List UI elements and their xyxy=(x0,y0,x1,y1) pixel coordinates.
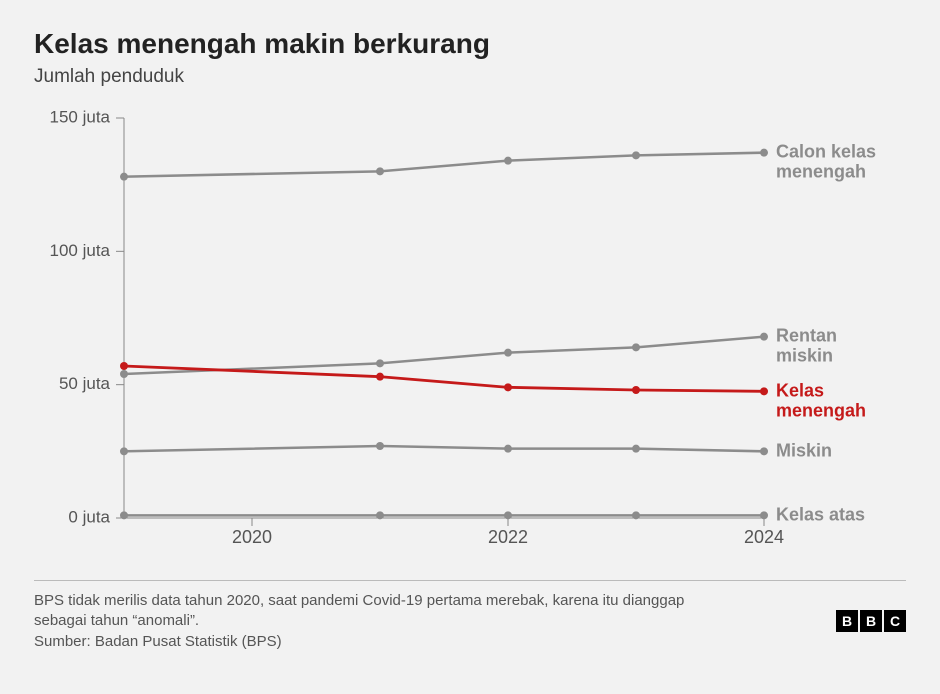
series-marker-kelas_menengah xyxy=(504,383,512,391)
x-tick-label: 2024 xyxy=(744,527,784,547)
series-line-calon xyxy=(124,153,764,177)
series-marker-miskin xyxy=(120,447,128,455)
series-marker-kelas_atas xyxy=(632,511,640,519)
series-marker-calon xyxy=(632,151,640,159)
series-marker-kelas_menengah xyxy=(632,386,640,394)
footnote-text: BPS tidak merilis data tahun 2020, saat … xyxy=(34,591,714,652)
y-tick-label: 50 juta xyxy=(59,374,111,393)
series-label-calon: Calon kelasmenengah xyxy=(776,141,876,181)
x-tick-label: 2020 xyxy=(232,527,272,547)
logo-letter-1: B xyxy=(860,610,882,632)
series-marker-calon xyxy=(376,167,384,175)
chart-svg: 0 juta 50 juta 100 juta 150 juta 2020 2022 202… xyxy=(34,98,906,568)
series-marker-kelas_menengah xyxy=(760,387,768,395)
chart-title: Kelas menengah makin berkurang xyxy=(34,28,906,60)
series-marker-miskin xyxy=(760,447,768,455)
chart-plot-area: 0 juta 50 juta 100 juta 150 juta 2020 2022 202… xyxy=(34,98,906,568)
series-marker-rentan xyxy=(632,343,640,351)
y-tick-label: 150 juta xyxy=(50,107,111,126)
series-label-kelas_menengah: Kelasmenengah xyxy=(776,380,866,420)
series-marker-rentan xyxy=(120,370,128,378)
series-marker-kelas_menengah xyxy=(376,373,384,381)
bbc-logo: B B C xyxy=(836,610,906,632)
series-marker-calon xyxy=(504,157,512,165)
footnote-line-1: BPS tidak merilis data tahun 2020, saat … xyxy=(34,592,684,629)
x-tick-label: 2022 xyxy=(488,527,528,547)
y-tick-label: 0 juta xyxy=(68,507,110,526)
series-marker-calon xyxy=(120,173,128,181)
y-tick-label: 100 juta xyxy=(50,241,111,260)
series-label-miskin: Miskin xyxy=(776,440,832,460)
series-marker-kelas_atas xyxy=(760,511,768,519)
series-label-rentan: Rentanmiskin xyxy=(776,325,837,365)
footnote-line-2: Sumber: Badan Pusat Statistik (BPS) xyxy=(34,633,282,650)
series-marker-miskin xyxy=(376,442,384,450)
chart-subtitle: Jumlah penduduk xyxy=(34,66,906,88)
chart-container: Kelas menengah makin berkurang Jumlah pe… xyxy=(0,0,940,694)
series-marker-rentan xyxy=(760,333,768,341)
series-marker-kelas_menengah xyxy=(120,362,128,370)
series-marker-calon xyxy=(760,149,768,157)
series-marker-miskin xyxy=(504,445,512,453)
series-marker-miskin xyxy=(632,445,640,453)
logo-letter-2: C xyxy=(884,610,906,632)
series-label-kelas_atas: Kelas atas xyxy=(776,504,865,524)
series-marker-kelas_atas xyxy=(120,511,128,519)
series-marker-kelas_atas xyxy=(376,511,384,519)
series-marker-rentan xyxy=(376,359,384,367)
series-line-rentan xyxy=(124,337,764,374)
series-line-miskin xyxy=(124,446,764,451)
footer: BPS tidak merilis data tahun 2020, saat … xyxy=(34,580,906,652)
logo-letter-0: B xyxy=(836,610,858,632)
series-marker-kelas_atas xyxy=(504,511,512,519)
series-line-kelas_menengah xyxy=(124,366,764,391)
series-marker-rentan xyxy=(504,349,512,357)
